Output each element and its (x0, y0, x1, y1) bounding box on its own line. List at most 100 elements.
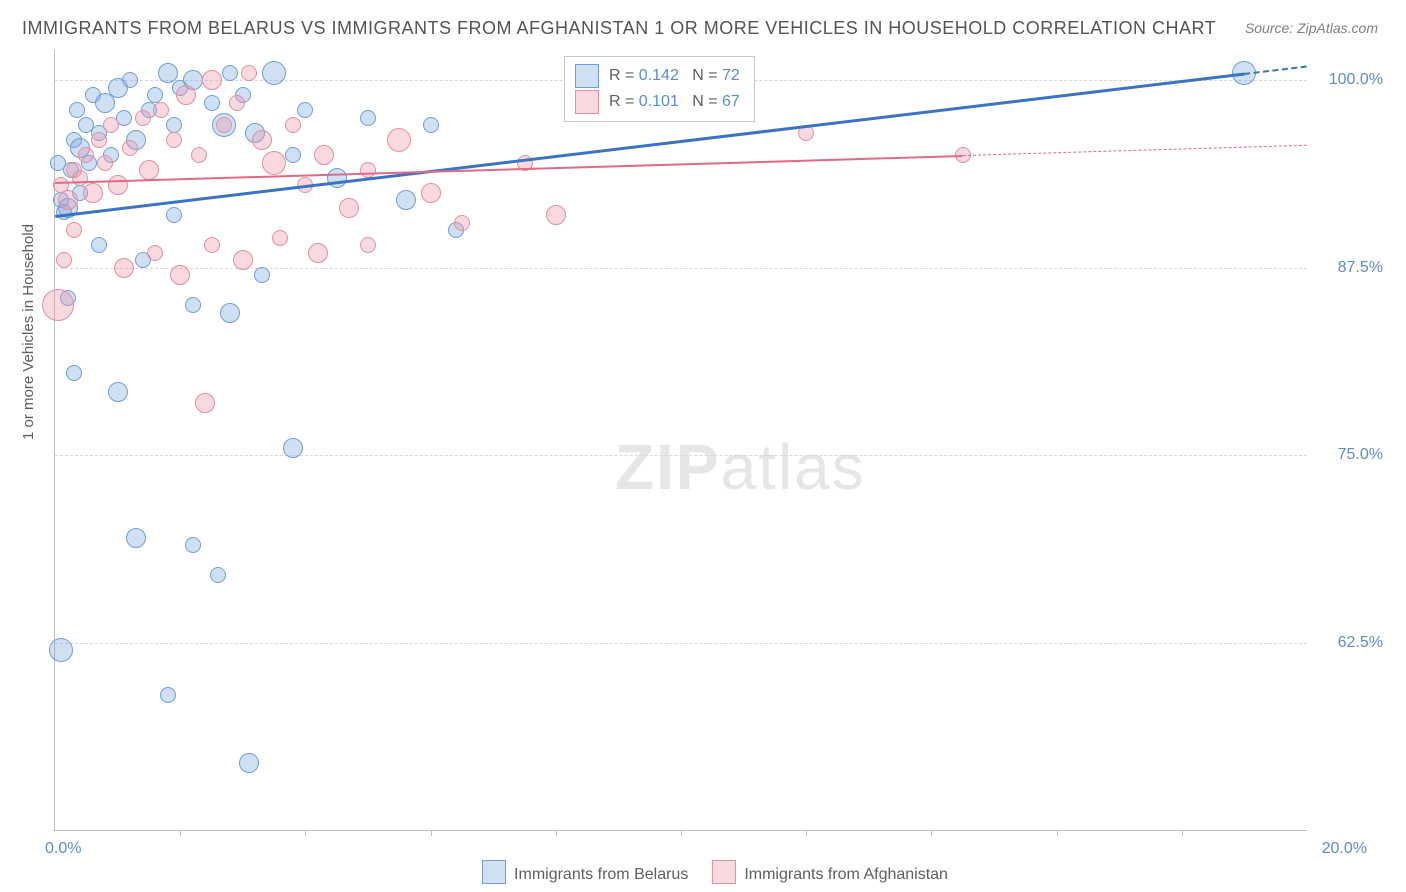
data-point (147, 87, 163, 103)
data-point (58, 190, 78, 210)
x-max-label: 20.0% (1322, 840, 1367, 858)
gridline (55, 643, 1307, 644)
data-point (69, 102, 85, 118)
data-point (252, 130, 272, 150)
data-point (50, 155, 66, 171)
y-tick-label: 75.0% (1338, 446, 1383, 464)
chart-title: IMMIGRANTS FROM BELARUS VS IMMIGRANTS FR… (22, 18, 1216, 39)
data-point (204, 237, 220, 253)
data-point (262, 151, 286, 175)
data-point (170, 265, 190, 285)
watermark-bold: ZIP (615, 431, 721, 503)
data-point (254, 267, 270, 283)
series-legend: Immigrants from Belarus Immigrants from A… (0, 860, 1406, 884)
trend-line (55, 155, 963, 184)
data-point (220, 303, 240, 323)
data-point (91, 237, 107, 253)
data-point (222, 65, 238, 81)
data-point (297, 102, 313, 118)
data-point (241, 65, 257, 81)
data-point (185, 537, 201, 553)
y-tick-label: 100.0% (1329, 71, 1383, 89)
data-point (191, 147, 207, 163)
series-swatch (482, 860, 506, 884)
data-point (176, 85, 196, 105)
data-point (160, 687, 176, 703)
data-point (423, 117, 439, 133)
data-point (272, 230, 288, 246)
correlation-legend: R = 0.142 N = 72R = 0.101 N = 67 (564, 56, 755, 122)
data-point (233, 250, 253, 270)
data-point (546, 205, 566, 225)
data-point (166, 207, 182, 223)
x-tick (180, 830, 181, 836)
x-tick (431, 830, 432, 836)
data-point (56, 252, 72, 268)
data-point (147, 245, 163, 261)
legend-row: R = 0.142 N = 72 (575, 63, 740, 89)
data-point (421, 183, 441, 203)
data-point (122, 140, 138, 156)
data-point (285, 147, 301, 163)
legend-row: R = 0.101 N = 67 (575, 89, 740, 115)
data-point (153, 102, 169, 118)
data-point (195, 393, 215, 413)
data-point (166, 117, 182, 133)
data-point (387, 128, 411, 152)
trend-line (963, 145, 1307, 156)
legend-text: R = 0.101 N = 67 (609, 89, 740, 115)
data-point (314, 145, 334, 165)
y-tick-label: 62.5% (1338, 634, 1383, 652)
y-axis-title: 1 or more Vehicles in Household (20, 224, 37, 440)
data-point (262, 61, 286, 85)
data-point (108, 382, 128, 402)
watermark: ZIPatlas (615, 430, 866, 504)
data-point (66, 222, 82, 238)
data-point (283, 438, 303, 458)
x-tick (556, 830, 557, 836)
series-label: Immigrants from Afghanistan (744, 866, 948, 883)
x-tick (1182, 830, 1183, 836)
source-label: Source: ZipAtlas.com (1245, 20, 1378, 36)
x-tick (931, 830, 932, 836)
gridline (55, 455, 1307, 456)
data-point (126, 528, 146, 548)
data-point (285, 117, 301, 133)
data-point (83, 183, 103, 203)
data-point (135, 110, 151, 126)
series-swatch (712, 860, 736, 884)
data-point (360, 162, 376, 178)
data-point (114, 258, 134, 278)
data-point (308, 243, 328, 263)
data-point (204, 95, 220, 111)
data-point (103, 117, 119, 133)
data-point (166, 132, 182, 148)
x-tick (1057, 830, 1058, 836)
x-tick (806, 830, 807, 836)
data-point (396, 190, 416, 210)
x-tick (305, 830, 306, 836)
legend-swatch (575, 64, 599, 88)
data-point (66, 365, 82, 381)
data-point (210, 567, 226, 583)
legend-swatch (575, 90, 599, 114)
data-point (122, 72, 138, 88)
data-point (108, 175, 128, 195)
data-point (360, 110, 376, 126)
watermark-light: atlas (721, 431, 866, 503)
y-tick-label: 87.5% (1338, 259, 1383, 277)
data-point (229, 95, 245, 111)
data-point (339, 198, 359, 218)
data-point (158, 63, 178, 83)
data-point (202, 70, 222, 90)
data-point (216, 117, 232, 133)
data-point (185, 297, 201, 313)
data-point (42, 289, 74, 321)
series-label: Immigrants from Belarus (514, 866, 688, 883)
plot-area: ZIPatlas 62.5%75.0%87.5%100.0%0.0%20.0% (54, 50, 1307, 831)
data-point (239, 753, 259, 773)
data-point (49, 638, 73, 662)
x-min-label: 0.0% (45, 840, 81, 858)
data-point (91, 132, 107, 148)
data-point (97, 155, 113, 171)
